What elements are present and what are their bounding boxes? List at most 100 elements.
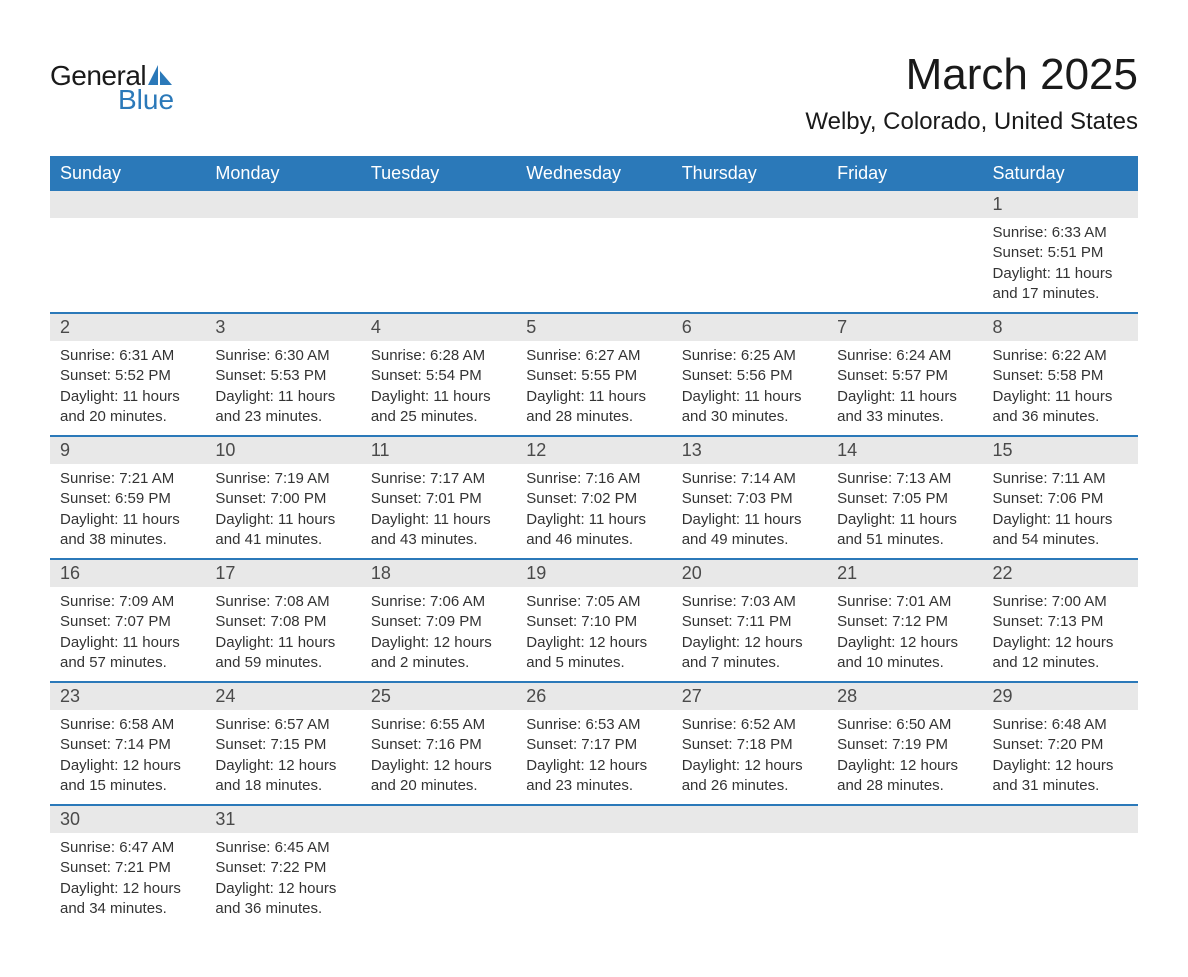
day-cell: 26Sunrise: 6:53 AMSunset: 7:17 PMDayligh… [516,683,671,804]
sunrise-text: Sunrise: 7:01 AM [837,592,972,612]
day-cell: 17Sunrise: 7:08 AMSunset: 7:08 PMDayligh… [205,560,360,681]
day-number: 15 [983,437,1138,464]
day-cell: 31Sunrise: 6:45 AMSunset: 7:22 PMDayligh… [205,806,360,927]
day-number: 5 [516,314,671,341]
sunset-text: Sunset: 7:10 PM [526,612,661,632]
daylight-text: Daylight: 12 hours and 5 minutes. [526,633,661,674]
day-number: 19 [516,560,671,587]
day-number: 9 [50,437,205,464]
daylight-text: Daylight: 12 hours and 36 minutes. [215,879,350,920]
sunrise-text: Sunrise: 7:03 AM [682,592,817,612]
day-cell: 20 Sunrise: 7:03 AMSunset: 7:11 PMDayligh… [672,560,827,681]
day-cell: 25 Sunrise: 6:55 AMSunset: 7:16 PMDayligh… [361,683,516,804]
location-subtitle: Welby, Colorado, United States [805,108,1138,136]
day-number: 23 [50,683,205,710]
sunset-text: Sunset: 7:00 PM [215,489,350,509]
sunrise-text: Sunrise: 7:14 AM [682,469,817,489]
day-cell: 18Sunrise: 7:06 AMSunset: 7:09 PMDayligh… [361,560,516,681]
weeks-container: 1Sunrise: 6:33 AMSunset: 5:51 PMDaylight… [50,191,1138,927]
day-cell: 6Sunrise: 6:25 AMSunset: 5:56 PMDaylight… [672,314,827,435]
day-details: Sunrise: 6:53 AMSunset: 7:17 PMDaylight:… [516,710,671,804]
sunset-text: Sunset: 7:11 PM [682,612,817,632]
sunset-text: Sunset: 7:08 PM [215,612,350,632]
day-cell [827,191,982,312]
daylight-text: Daylight: 12 hours and 20 minutes. [371,756,506,797]
week-row: 1Sunrise: 6:33 AMSunset: 5:51 PMDaylight… [50,191,1138,314]
day-number: 20 [672,560,827,587]
day-cell [361,806,516,927]
day-details: Sunrise: 6:33 AMSunset: 5:51 PMDaylight:… [983,218,1138,312]
sunrise-text: Sunrise: 7:21 AM [60,469,195,489]
title-block: March 2025 Welby, Colorado, United State… [805,50,1138,136]
day-details: Sunrise: 7:09 AMSunset: 7:07 PMDaylight:… [50,587,205,681]
day-cell [672,806,827,927]
day-details: Sunrise: 6:45 AMSunset: 7:22 PMDaylight:… [205,833,360,927]
day-number-empty [361,191,516,218]
day-details: Sunrise: 6:58 AMSunset: 7:14 PMDaylight:… [50,710,205,804]
daylight-text: Daylight: 11 hours and 59 minutes. [215,633,350,674]
daylight-text: Daylight: 11 hours and 20 minutes. [60,387,195,428]
daylight-text: Daylight: 12 hours and 2 minutes. [371,633,506,674]
day-cell [827,806,982,927]
day-number: 6 [672,314,827,341]
sunset-text: Sunset: 7:09 PM [371,612,506,632]
sunrise-text: Sunrise: 6:24 AM [837,346,972,366]
day-cell [983,806,1138,927]
sunset-text: Sunset: 7:15 PM [215,735,350,755]
sunrise-text: Sunrise: 6:50 AM [837,715,972,735]
sunset-text: Sunset: 7:20 PM [993,735,1128,755]
daylight-text: Daylight: 11 hours and 25 minutes. [371,387,506,428]
daylight-text: Daylight: 12 hours and 7 minutes. [682,633,817,674]
sunrise-text: Sunrise: 6:55 AM [371,715,506,735]
day-details: Sunrise: 7:19 AMSunset: 7:00 PMDaylight:… [205,464,360,558]
daylight-text: Daylight: 12 hours and 23 minutes. [526,756,661,797]
week-row: 30Sunrise: 6:47 AMSunset: 7:21 PMDayligh… [50,806,1138,927]
sunrise-text: Sunrise: 6:27 AM [526,346,661,366]
sunrise-text: Sunrise: 6:57 AM [215,715,350,735]
day-number: 28 [827,683,982,710]
day-cell: 4Sunrise: 6:28 AMSunset: 5:54 PMDaylight… [361,314,516,435]
sunset-text: Sunset: 5:53 PM [215,366,350,386]
sunrise-text: Sunrise: 6:58 AM [60,715,195,735]
week-row: 2Sunrise: 6:31 AMSunset: 5:52 PMDaylight… [50,314,1138,437]
sunset-text: Sunset: 7:19 PM [837,735,972,755]
day-cell: 1Sunrise: 6:33 AMSunset: 5:51 PMDaylight… [983,191,1138,312]
day-number: 10 [205,437,360,464]
day-details: Sunrise: 7:11 AMSunset: 7:06 PMDaylight:… [983,464,1138,558]
daylight-text: Daylight: 11 hours and 30 minutes. [682,387,817,428]
day-details: Sunrise: 7:21 AMSunset: 6:59 PMDaylight:… [50,464,205,558]
sunrise-text: Sunrise: 6:47 AM [60,838,195,858]
day-number: 3 [205,314,360,341]
day-details: Sunrise: 6:31 AMSunset: 5:52 PMDaylight:… [50,341,205,435]
sunrise-text: Sunrise: 6:25 AM [682,346,817,366]
day-number: 25 [361,683,516,710]
sunset-text: Sunset: 7:16 PM [371,735,506,755]
sunrise-text: Sunrise: 6:33 AM [993,223,1128,243]
day-cell: 22Sunrise: 7:00 AMSunset: 7:13 PMDayligh… [983,560,1138,681]
day-cell: 8Sunrise: 6:22 AMSunset: 5:58 PMDaylight… [983,314,1138,435]
day-cell: 9Sunrise: 7:21 AMSunset: 6:59 PMDaylight… [50,437,205,558]
day-cell: 3Sunrise: 6:30 AMSunset: 5:53 PMDaylight… [205,314,360,435]
sunset-text: Sunset: 7:14 PM [60,735,195,755]
day-header-wed: Wednesday [516,156,671,191]
sunrise-text: Sunrise: 7:16 AM [526,469,661,489]
day-details: Sunrise: 7:05 AMSunset: 7:10 PMDaylight:… [516,587,671,681]
day-cell: 5Sunrise: 6:27 AMSunset: 5:55 PMDaylight… [516,314,671,435]
daylight-text: Daylight: 11 hours and 43 minutes. [371,510,506,551]
day-number-empty [827,806,982,833]
daylight-text: Daylight: 12 hours and 12 minutes. [993,633,1128,674]
sunrise-text: Sunrise: 7:19 AM [215,469,350,489]
day-headers-row: Sunday Monday Tuesday Wednesday Thursday… [50,156,1138,191]
daylight-text: Daylight: 11 hours and 57 minutes. [60,633,195,674]
day-details: Sunrise: 7:14 AMSunset: 7:03 PMDaylight:… [672,464,827,558]
day-number: 26 [516,683,671,710]
day-cell: 29Sunrise: 6:48 AMSunset: 7:20 PMDayligh… [983,683,1138,804]
day-number: 17 [205,560,360,587]
day-number-empty [361,806,516,833]
day-cell: 28Sunrise: 6:50 AMSunset: 7:19 PMDayligh… [827,683,982,804]
sunset-text: Sunset: 5:51 PM [993,243,1128,263]
sunset-text: Sunset: 5:52 PM [60,366,195,386]
day-details: Sunrise: 7:00 AMSunset: 7:13 PMDaylight:… [983,587,1138,681]
day-details: Sunrise: 6:48 AMSunset: 7:20 PMDaylight:… [983,710,1138,804]
header: General Blue March 2025 Welby, Colorado,… [50,50,1138,136]
